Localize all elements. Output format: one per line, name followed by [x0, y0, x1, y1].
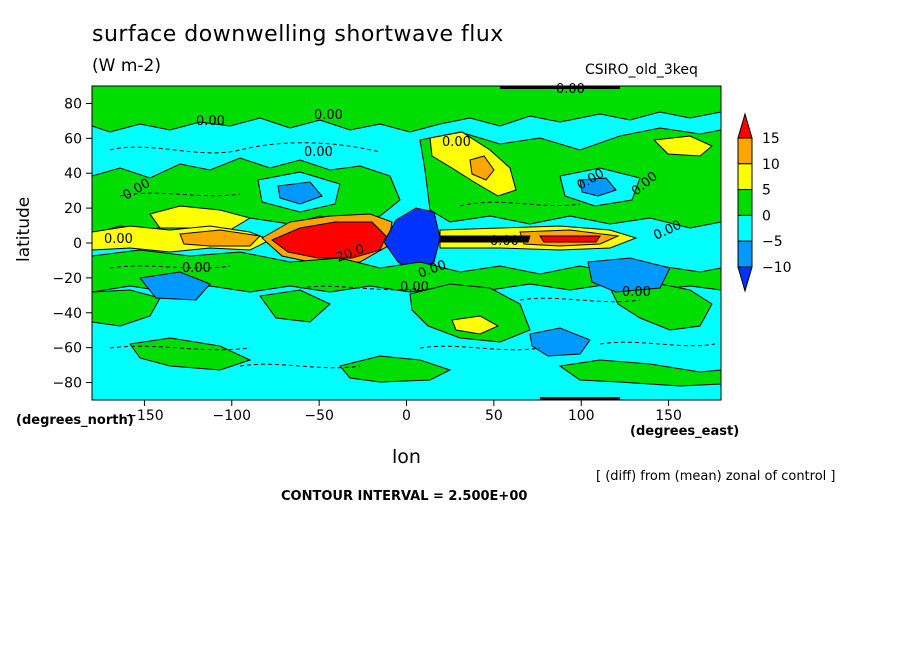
y-tick-label: 60: [64, 131, 82, 147]
y-tick-label: 40: [64, 166, 82, 182]
colorbar-swatch: [737, 112, 753, 139]
y-axis-unit: (degrees_north): [16, 413, 134, 428]
contour-interval: CONTOUR INTERVAL = 2.500E+00: [281, 489, 528, 504]
contour-label: 0.00: [556, 82, 585, 97]
colorbar-label: 10: [762, 157, 780, 173]
field-region-sh-blue-1: [139, 271, 211, 301]
colorbar-swatch: [737, 240, 753, 268]
field-region-sh-blue-2: [587, 257, 671, 293]
x-tick-label: 50: [485, 408, 503, 424]
colorbar-swatch: [737, 137, 753, 165]
x-axis-unit: (degrees_east): [630, 424, 740, 439]
field-region-center-blue: [383, 207, 441, 273]
contour-label: 0.00: [400, 280, 429, 295]
difference-note: [ (diff) from (mean) zonal of control ]: [596, 469, 836, 484]
y-tick-label: −60: [52, 341, 82, 357]
field-region-nh-yellow-3: [149, 205, 252, 231]
field-region-sh-green-4: [92, 289, 161, 327]
field-region-nh-yellow-2: [652, 135, 713, 157]
contour-label: 0.00: [442, 135, 471, 150]
field-region-sh-green-7: [558, 359, 721, 387]
x-tick-label: −150: [125, 408, 163, 424]
colorbar-swatch: [737, 163, 753, 191]
chart-title: surface downwelling shortwave flux: [92, 22, 504, 47]
y-tick-label: −40: [52, 306, 82, 322]
colorbar-swatch: [737, 266, 753, 293]
colorbar-label: 5: [762, 183, 771, 199]
field-region-sh-green-8: [129, 337, 252, 371]
field-region-sh-green-6: [339, 355, 452, 383]
field-region-center-red: [271, 221, 387, 259]
x-axis-label: lon: [392, 446, 421, 468]
y-tick-label: −20: [52, 271, 82, 287]
field-region-sh-green-5: [259, 289, 331, 323]
contour-label: 0.00: [314, 108, 343, 123]
contour-label: 0.00: [196, 114, 225, 129]
y-tick-label: 0: [73, 236, 82, 252]
colorbar: 15 10 5 0 −5 −10: [737, 112, 792, 293]
negative-contours: [109, 142, 716, 369]
y-tick-label: 80: [64, 96, 82, 112]
field-region-eq-orange: [179, 229, 262, 247]
x-tick-label: −100: [213, 408, 251, 424]
contour-label: 0.00: [104, 232, 133, 247]
colorbar-label: 0: [762, 208, 771, 224]
top-edge-strip: [500, 86, 620, 89]
x-tick-label: −50: [304, 408, 334, 424]
x-tick-label: 150: [655, 408, 682, 424]
field-region-sh-blue-3: [529, 327, 591, 357]
y-tick-label: −80: [52, 376, 82, 392]
colorbar-label: −5: [762, 234, 783, 250]
field-region-arctic: [92, 86, 721, 133]
x-tick-label: 0: [402, 408, 411, 424]
contour-label: 0.00: [182, 261, 211, 276]
field-region-sh-yellow-1: [451, 315, 500, 335]
field-region-nh-blue-2: [579, 177, 617, 197]
colorbar-swatch: [737, 189, 753, 216]
colorbar-label: 15: [762, 131, 780, 147]
bottom-edge-strip: [540, 397, 620, 400]
contour-label: 0.00: [622, 285, 651, 300]
field-region-eq-east-red: [539, 235, 601, 243]
x-tick-label: 100: [568, 408, 595, 424]
field-region-nh-orange-1: [469, 155, 495, 181]
model-name: CSIRO_old_3keq: [585, 62, 698, 78]
chart-units: (W m-2): [92, 56, 161, 76]
contour-label: 0.00: [490, 234, 519, 249]
field-region-nh-blue-1: [277, 181, 323, 205]
field-region-sh-green-3: [609, 281, 713, 331]
x-axis: −150 −100 −50 0 50 100 150: [125, 400, 682, 424]
y-tick-label: 20: [64, 201, 82, 217]
colorbar-label: −10: [762, 260, 792, 276]
contour-label: 0.00: [304, 145, 333, 160]
y-axis: 80 60 40 20 0 −20 −40 −60 −80: [52, 96, 92, 392]
colorbar-swatch: [737, 214, 753, 242]
field-region-sh-green: [92, 249, 721, 293]
field-region-sh-green-2: [409, 283, 531, 343]
plot-area: [92, 86, 721, 400]
